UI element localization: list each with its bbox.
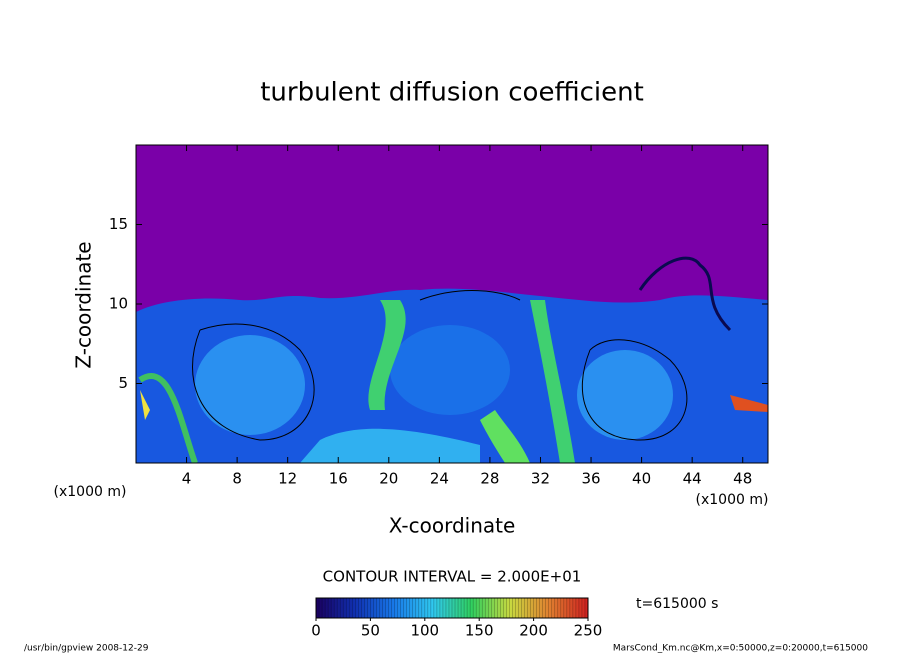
colorbar-tick-label: 200	[519, 622, 548, 640]
colorbar-tick-label: 100	[410, 622, 439, 640]
footer-right: MarsCond_Km.nc@Km,x=0:50000,z=0:20000,t=…	[613, 644, 868, 654]
x-tick-label: 8	[232, 470, 242, 488]
x-tick-label: 12	[278, 470, 297, 488]
y-axis-label: Z-coordinate	[72, 241, 96, 368]
colorbar-tick-label: 250	[574, 622, 603, 640]
contour-interval: CONTOUR INTERVAL = 2.000E+01	[323, 568, 582, 586]
chart-title: turbulent diffusion coefficient	[260, 78, 644, 108]
x-tick-label: 4	[182, 470, 192, 488]
y-axis-unit: (x1000 m)	[54, 484, 127, 500]
y-tick-label: 10	[109, 295, 128, 313]
x-tick-label: 48	[733, 470, 752, 488]
x-tick-label: 32	[531, 470, 550, 488]
x-axis-label: X-coordinate	[389, 514, 516, 538]
x-tick-label: 24	[430, 470, 449, 488]
footer-left: /usr/bin/gpview 2008-12-29	[24, 644, 149, 654]
x-tick-label: 40	[632, 470, 651, 488]
colorbar-tick-label: 150	[465, 622, 494, 640]
colorbar	[315, 597, 589, 619]
x-axis-unit: (x1000 m)	[696, 492, 769, 508]
colorbar-tick-label: 0	[311, 622, 321, 640]
x-tick-label: 36	[581, 470, 600, 488]
y-tick-label: 5	[118, 374, 128, 392]
x-tick-label: 20	[379, 470, 398, 488]
x-tick-label: 28	[480, 470, 499, 488]
time-label: t=615000 s	[636, 596, 718, 612]
x-tick-label: 16	[329, 470, 348, 488]
y-tick-label: 15	[109, 215, 128, 233]
field	[136, 145, 768, 463]
x-tick-label: 44	[683, 470, 702, 488]
colorbar-tick-label: 50	[361, 622, 380, 640]
